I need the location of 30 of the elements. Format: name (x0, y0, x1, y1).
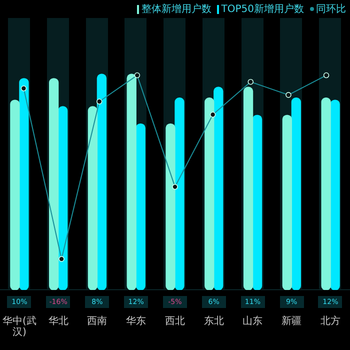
bar (88, 106, 98, 290)
x-tick-label: 华北 (47, 316, 70, 329)
bar (204, 98, 214, 290)
bar (174, 98, 184, 290)
legend-label: 整体新增用户数 (141, 2, 212, 16)
bar (166, 123, 176, 290)
bar (49, 78, 59, 290)
bar (136, 123, 146, 290)
bar (214, 86, 224, 290)
x-tick-label: 新疆 (280, 316, 303, 329)
bar (252, 114, 262, 290)
bar (243, 86, 254, 290)
bar (282, 114, 292, 290)
x-tick-label: 西北 (164, 316, 186, 329)
bar (96, 74, 107, 290)
bar (330, 100, 340, 290)
bar (321, 98, 331, 290)
bar (126, 74, 136, 290)
x-tick-label: 华东 (125, 316, 148, 329)
x-tick-label: 山东 (242, 316, 264, 329)
legend-label: TOP50新增用户数 (221, 2, 304, 16)
x-tick-label: 西南 (86, 316, 108, 329)
x-tick-label: 华中(武汉) (1, 316, 38, 338)
x-tick-label: 东北 (202, 316, 225, 329)
bar (19, 78, 29, 290)
bar (58, 106, 68, 290)
bar (10, 100, 20, 290)
x-tick-label: 北方 (319, 316, 342, 329)
legend-label: 同环比 (316, 2, 346, 16)
bar (291, 98, 301, 290)
